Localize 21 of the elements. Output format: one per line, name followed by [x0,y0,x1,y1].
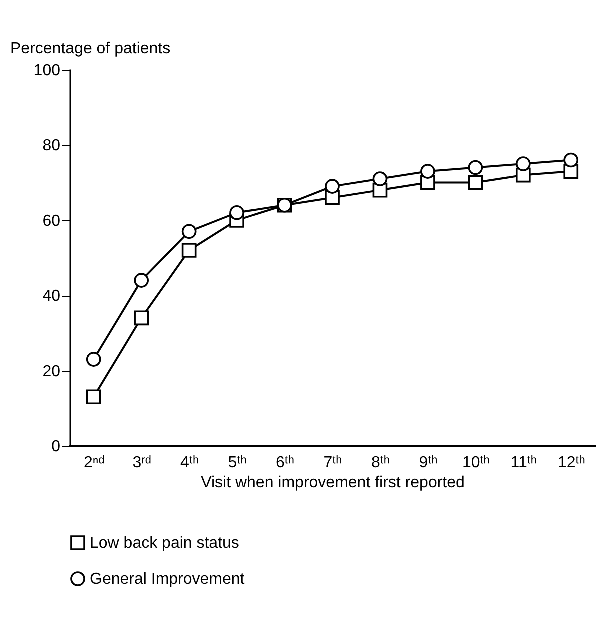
legend-label: Low back pain status [90,535,240,552]
x-axis-title: Visit when improvement first reported [201,474,465,492]
y-tick-label: 60 [42,212,61,230]
x-tick-label: 11ᵗʰ [510,454,538,472]
y-tick-label: 100 [34,62,61,80]
x-tick-label: 3ʳᵈ [132,454,152,472]
x-tick-label: 8ᵗʰ [371,454,390,472]
y-axis-title: Percentage of patients [10,40,171,58]
x-tick-label: 9ᵗʰ [419,454,438,472]
y-tick-label: 80 [42,138,61,155]
x-tick-label: 7ᵗʰ [324,454,342,472]
x-tick-label: 6ᵗʰ [276,454,295,472]
x-tick-label: 12ᵗʰ [558,454,586,472]
x-tick-label: 4ᵗʰ [180,454,200,472]
x-tick-label: 10ᵗʰ [462,454,490,472]
x-tick-label: 5ᵗʰ [228,454,247,472]
x-tick-label: 2ⁿᵈ [84,454,105,472]
y-tick-label: 0 [52,438,61,456]
y-tick-label: 20 [42,363,61,380]
y-tick-label: 40 [42,288,61,306]
legend-label: General Improvement [90,571,246,588]
